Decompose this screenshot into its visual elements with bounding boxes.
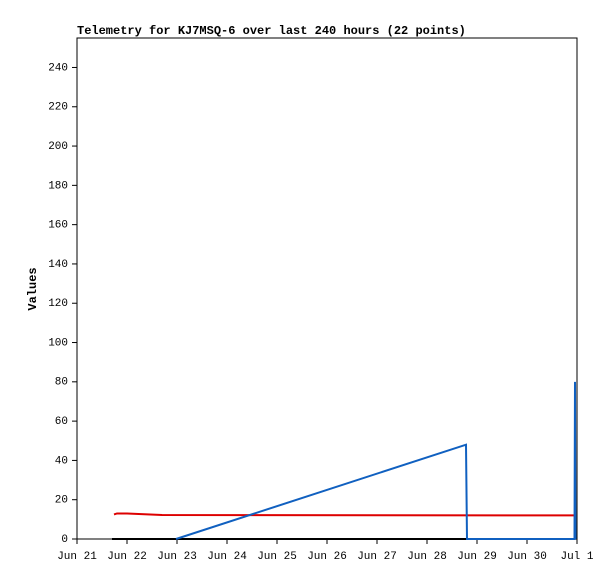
- y-tick-label: 120: [48, 298, 68, 310]
- x-tick-label: Jul 1: [560, 551, 593, 563]
- x-tick-label: Jun 30: [507, 551, 547, 563]
- series-line: [113, 512, 576, 518]
- y-tick-label: 240: [48, 62, 68, 74]
- y-tick-label: 140: [48, 259, 68, 271]
- y-tick-label: 100: [48, 337, 68, 349]
- y-tick-label: 0: [61, 534, 68, 546]
- x-tick-label: Jun 24: [207, 551, 247, 563]
- y-axis-label: Values: [26, 267, 40, 310]
- x-tick-label: Jun 27: [357, 551, 397, 563]
- y-tick-label: 40: [55, 455, 68, 467]
- y-tick-label: 200: [48, 141, 68, 153]
- y-tick-label: 180: [48, 180, 68, 192]
- y-tick-label: 160: [48, 220, 68, 232]
- x-tick-label: Jun 22: [107, 551, 147, 563]
- y-tick-label: 60: [55, 416, 68, 428]
- x-tick-label: Jun 23: [157, 551, 197, 563]
- series-line: [175, 381, 577, 540]
- x-tick-label: Jun 29: [457, 551, 497, 563]
- x-tick-label: Jun 26: [307, 551, 347, 563]
- y-tick-label: 20: [55, 495, 68, 507]
- chart-title: Telemetry for KJ7MSQ-6 over last 240 hou…: [77, 24, 466, 38]
- x-tick-label: Jun 28: [407, 551, 447, 563]
- x-tick-label: Jun 21: [57, 551, 97, 563]
- plot-frame: [76, 37, 578, 540]
- y-tick-label: 220: [48, 102, 68, 114]
- x-tick-label: Jun 25: [257, 551, 297, 563]
- y-tick-label: 80: [55, 377, 68, 389]
